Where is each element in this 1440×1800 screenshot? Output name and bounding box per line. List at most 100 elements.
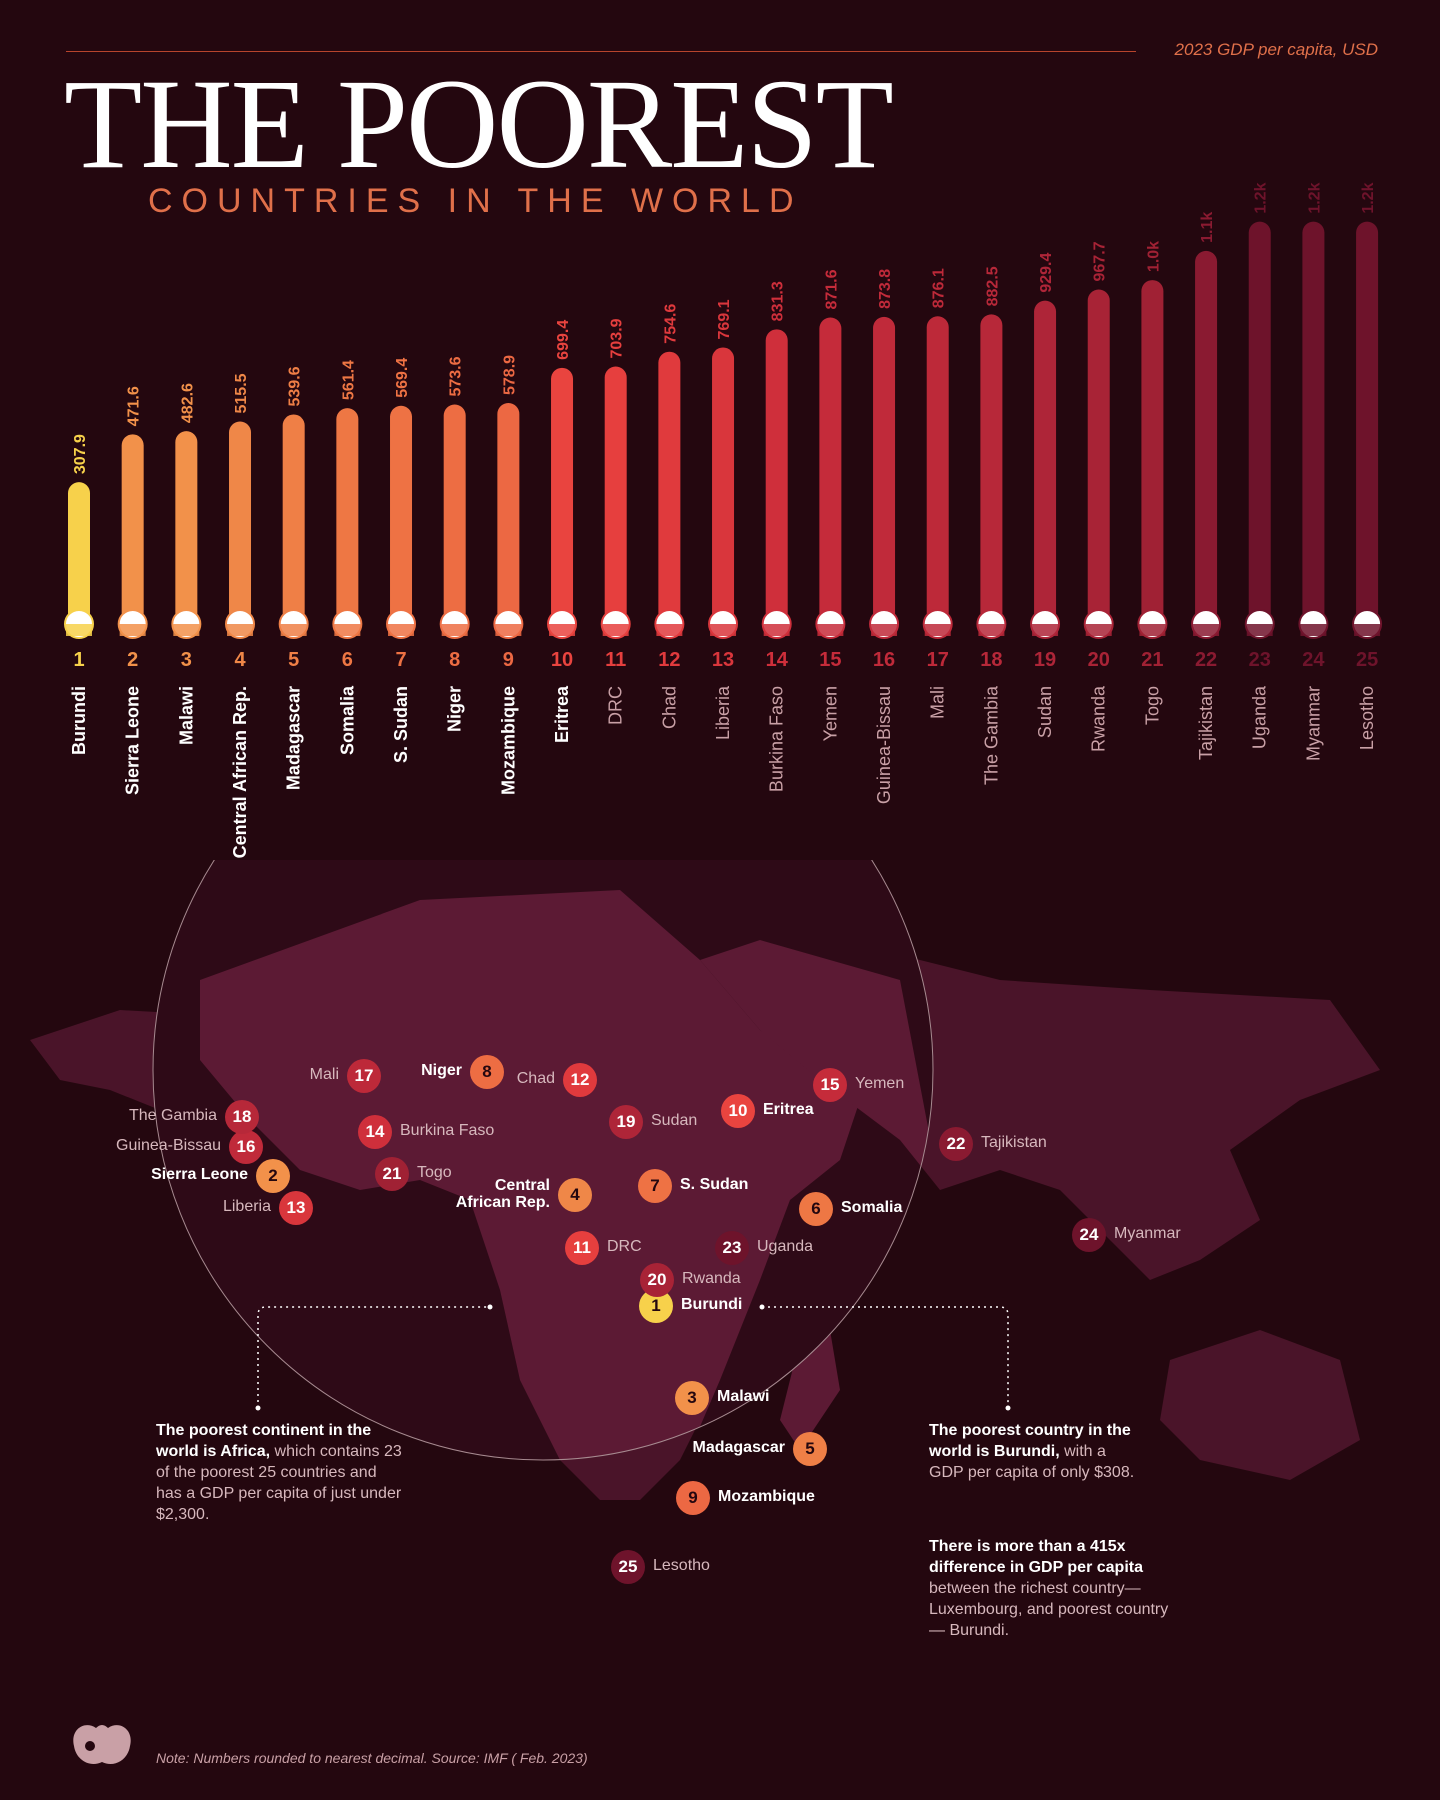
map-marker-label: Uganda: [757, 1238, 814, 1255]
bar-7: [390, 405, 413, 624]
map-marker: 4: [558, 1178, 592, 1212]
country-label: S. Sudan: [391, 686, 411, 763]
rank-label: 13: [712, 649, 734, 671]
country-label: Burundi: [69, 686, 89, 755]
bar-17: [926, 316, 949, 624]
bar-8: [443, 404, 466, 624]
map-marker-label: Mali: [309, 1066, 339, 1083]
flag-band: [388, 624, 415, 636]
map-marker-label: Burkina Faso: [400, 1122, 495, 1139]
map-marker: 20: [640, 1263, 674, 1297]
flag-band: [710, 624, 737, 636]
bar-15: [819, 317, 842, 624]
map-marker-label: Liberia: [222, 1198, 271, 1215]
country-label: Guinea-Bissau: [874, 686, 894, 804]
rank-label: 25: [1356, 649, 1378, 671]
country-label: Lesotho: [1357, 686, 1377, 750]
bar-24: [1302, 221, 1325, 625]
map-marker-label: Eritrea: [763, 1101, 814, 1118]
value-label: 882.5: [984, 266, 1001, 306]
map-marker-label: Sudan: [651, 1112, 698, 1129]
country-label: Yemen: [820, 686, 840, 741]
map-marker: 19: [609, 1105, 643, 1139]
country-label: Mozambique: [498, 686, 518, 795]
bar-13: [712, 347, 735, 624]
flag-band: [1032, 624, 1059, 636]
bar-5: [282, 414, 305, 624]
value-label: 569.4: [394, 358, 411, 398]
map-marker-label: Mozambique: [718, 1488, 815, 1505]
map-marker-label: Lesotho: [653, 1557, 710, 1574]
bar-2: [121, 434, 144, 624]
map-marker-label: DRC: [607, 1238, 642, 1255]
bar-23: [1248, 221, 1271, 625]
source-note: Note: Numbers rounded to nearest decimal…: [156, 1750, 588, 1766]
value-label: 471.6: [126, 386, 143, 426]
rank-label: 21: [1141, 649, 1163, 671]
country-label: Sierra Leone: [123, 686, 143, 795]
map-marker-label: Yemen: [855, 1075, 905, 1092]
value-label: 482.6: [179, 383, 196, 423]
map-marker: 17: [347, 1059, 381, 1093]
country-label: Malawi: [176, 686, 196, 745]
rank-label: 11: [605, 649, 626, 671]
country-label: Niger: [445, 686, 465, 732]
rank-label: 17: [927, 649, 949, 671]
map-marker-label: Somalia: [841, 1199, 903, 1216]
bar-chart: 307.9 1 Burundi 471.6 2 Sierra Leone 482.6 3 Mal…: [64, 182, 1383, 858]
flag-band: [1300, 624, 1327, 636]
value-label: 871.6: [823, 269, 840, 309]
bar-25: [1356, 221, 1379, 625]
map-marker: 9: [676, 1481, 710, 1515]
flag-band: [334, 624, 361, 636]
logo-icon: [73, 1725, 131, 1765]
bar-20: [1087, 289, 1110, 624]
bar-22: [1195, 250, 1218, 624]
map-land-australia: [1160, 1330, 1360, 1480]
map-marker: 14: [358, 1115, 392, 1149]
map-marker: 18: [225, 1100, 259, 1134]
flag-band: [656, 624, 683, 636]
bar-14: [765, 329, 788, 624]
value-label: 1.1k: [1199, 212, 1216, 243]
value-label: 1.2k: [1306, 182, 1323, 213]
bar-19: [1034, 300, 1057, 624]
rank-label: 1: [73, 649, 84, 671]
flag-band: [549, 624, 576, 636]
country-label: Rwanda: [1089, 685, 1109, 752]
map-marker-label: Guinea-Bissau: [116, 1137, 221, 1154]
flag-band: [763, 624, 790, 636]
flag-band: [173, 624, 200, 636]
page-title: THE POOREST: [64, 53, 894, 195]
flag-band: [924, 624, 951, 636]
rank-label: 9: [503, 649, 514, 671]
bar-21: [1141, 280, 1164, 624]
bar-18: [980, 314, 1003, 624]
map-marker-label: Myanmar: [1114, 1225, 1181, 1242]
map-marker: 7: [638, 1169, 672, 1203]
bar-3: [175, 431, 198, 624]
flag-band: [227, 624, 254, 636]
country-label: The Gambia: [981, 685, 1001, 785]
map-marker: 8: [470, 1055, 504, 1089]
flag-band: [119, 624, 146, 636]
bar-10: [551, 367, 574, 624]
rank-label: 16: [873, 649, 895, 671]
map-marker-label: Rwanda: [682, 1270, 741, 1287]
map-marker-label: Tajikistan: [981, 1134, 1047, 1151]
flag-band: [1354, 624, 1381, 636]
map-marker: 21: [375, 1157, 409, 1191]
value-label: 769.1: [716, 299, 733, 339]
bar-11: [604, 366, 627, 624]
map-marker-label: Sierra Leone: [151, 1166, 248, 1183]
rank-label: 23: [1249, 649, 1271, 671]
flag-band: [871, 624, 898, 636]
country-label: DRC: [606, 686, 626, 725]
country-label: Eritrea: [552, 685, 572, 743]
map-marker: 13: [279, 1191, 313, 1225]
rank-label: 15: [819, 649, 841, 671]
rank-label: 22: [1195, 649, 1217, 671]
country-label: Chad: [659, 686, 679, 729]
map-marker-label: Chad: [516, 1070, 555, 1087]
rank-label: 10: [551, 649, 573, 671]
